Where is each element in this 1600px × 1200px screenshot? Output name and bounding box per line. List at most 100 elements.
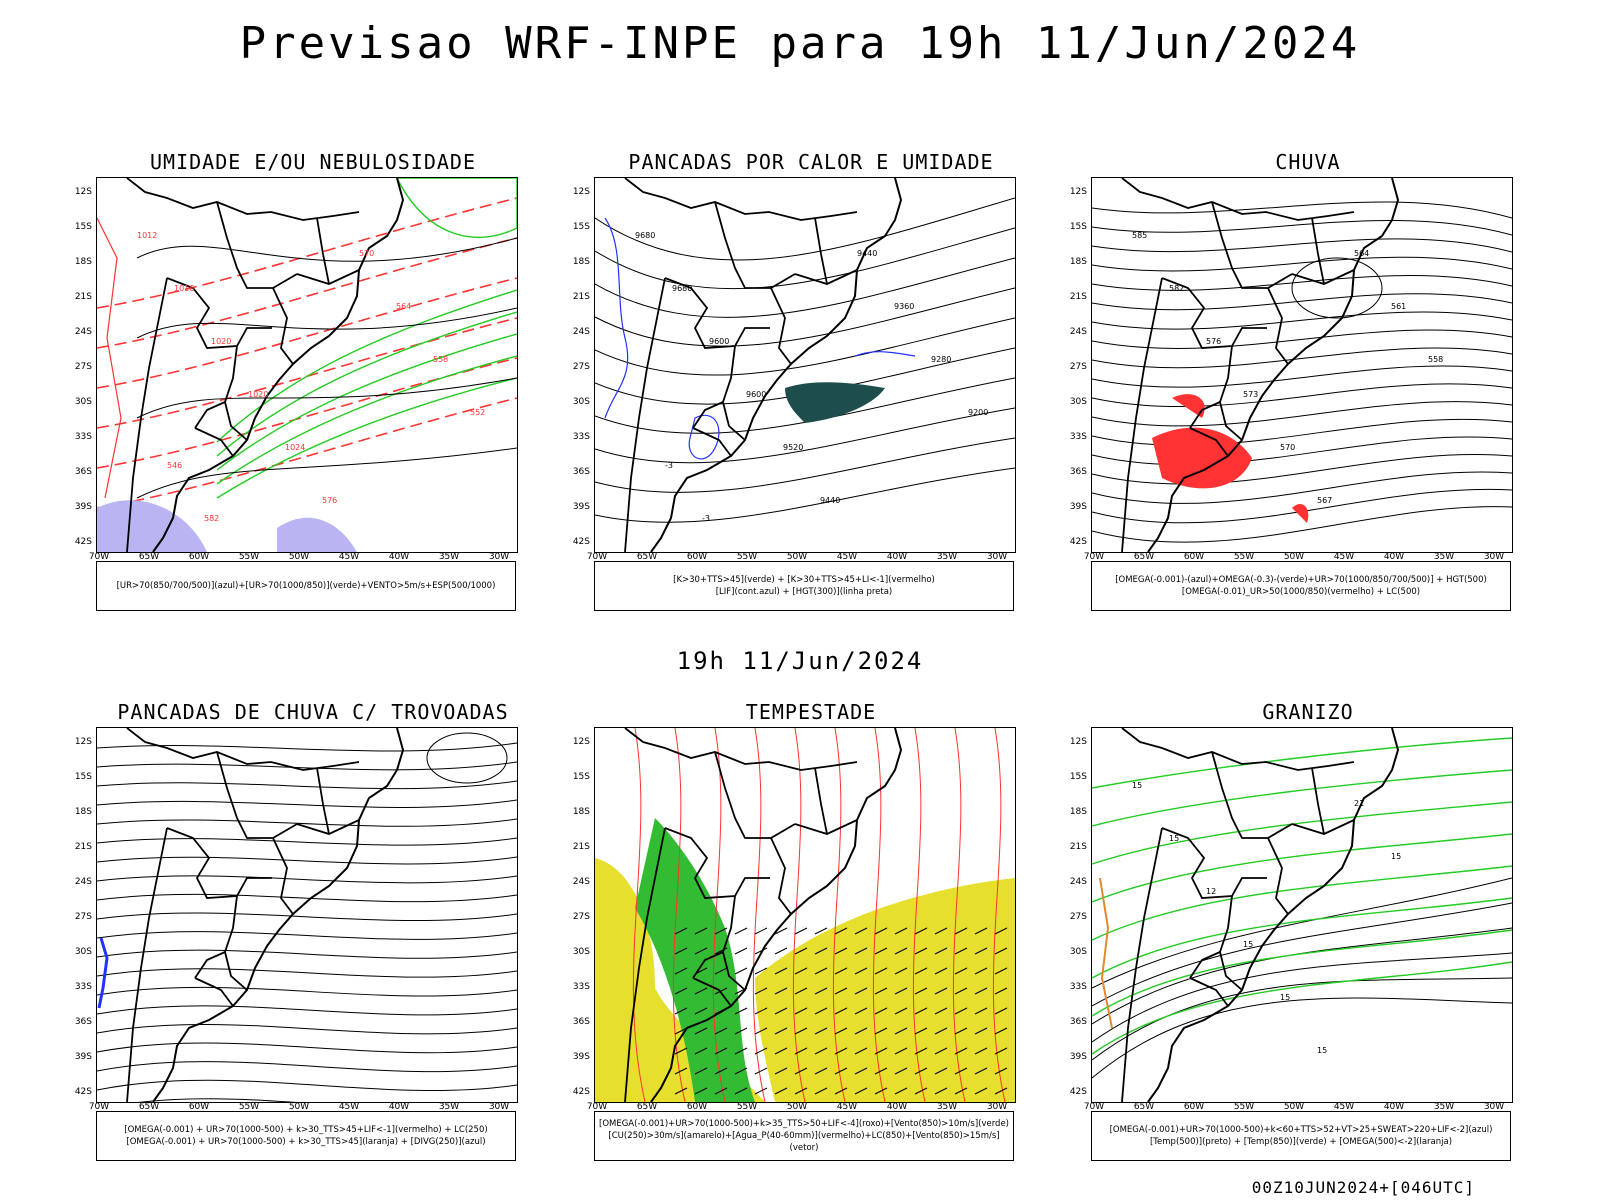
latitude-label: 33S xyxy=(572,432,590,442)
political-border xyxy=(770,287,792,365)
contour-label: 582 xyxy=(204,514,219,523)
political-border xyxy=(1267,837,1289,915)
wind-vector xyxy=(754,1087,768,1095)
streamline xyxy=(97,1005,517,1016)
streamline xyxy=(1291,257,1383,319)
longitude-label: 50W xyxy=(1283,552,1305,562)
latitude-label: 18S xyxy=(572,807,590,817)
forecast-panel-6: GRANIZO 12S 15S 18S 21S 24S 27S 30S 33S 36S 39S 42S… xyxy=(1053,700,1563,1170)
latitude-label: 42S xyxy=(74,1087,92,1097)
latitude-label: 15S xyxy=(572,772,590,782)
streamline xyxy=(1092,329,1512,349)
wind-vector xyxy=(694,1087,708,1095)
longitude-label: 70W xyxy=(1083,552,1105,562)
contour-label: 1020 xyxy=(248,390,268,399)
wind-vector xyxy=(734,1027,748,1035)
thickness-contour xyxy=(97,277,517,389)
wind-vector xyxy=(734,1087,748,1095)
political-border xyxy=(194,427,234,457)
latitude-label: 21S xyxy=(572,842,590,852)
political-border xyxy=(814,767,828,835)
wind-vector xyxy=(854,1087,868,1095)
wind-vector xyxy=(814,1067,828,1075)
isobar xyxy=(136,377,517,419)
latitude-label: 18S xyxy=(572,257,590,267)
longitude-label: 70W xyxy=(586,552,608,562)
rain-area xyxy=(1292,503,1309,523)
latitude-label: 18S xyxy=(74,807,92,817)
contour-label: 1020 xyxy=(211,337,231,346)
wind-vector xyxy=(814,1027,828,1035)
longitude-label: 45W xyxy=(836,1102,858,1112)
latitude-label: 24S xyxy=(74,877,92,887)
low-level-jet-area xyxy=(635,818,755,1102)
contour-label: 15 xyxy=(1132,781,1142,790)
wind-vector xyxy=(814,1087,828,1095)
wind-vector xyxy=(694,1047,708,1055)
latitude-label: 18S xyxy=(74,257,92,267)
latitude-label: 33S xyxy=(74,982,92,992)
contour-label: 552 xyxy=(470,408,485,417)
legend-line: [OMEGA(-0.001)-(azul)+OMEGA(-0.3)-(verde… xyxy=(1115,575,1487,585)
coastline xyxy=(152,178,405,552)
wind-vector xyxy=(954,927,968,935)
lifted-index-contour xyxy=(854,351,916,357)
latitude-label: 24S xyxy=(1069,877,1087,887)
contour-label: 15 xyxy=(1391,852,1401,861)
streamline xyxy=(97,968,517,978)
wind-vector xyxy=(994,1047,1008,1055)
streamline xyxy=(832,728,846,1102)
temperature-500-contour xyxy=(1092,997,1512,1079)
contour-label: 567 xyxy=(1317,496,1332,505)
wind-vector xyxy=(894,1027,908,1035)
longitude-label: 60W xyxy=(188,552,210,562)
wind-vector xyxy=(674,967,688,975)
contour-label: 9520 xyxy=(783,443,803,452)
wind-vector xyxy=(934,1007,948,1015)
latitude-label: 33S xyxy=(1069,982,1087,992)
contour-label: 573 xyxy=(1243,390,1258,399)
wind-vector xyxy=(874,927,888,935)
political-border xyxy=(692,401,724,429)
latitude-label: 39S xyxy=(1069,502,1087,512)
temperature-850-contour xyxy=(1092,865,1512,941)
longitude-label: 60W xyxy=(1183,552,1205,562)
wind-vector xyxy=(834,1067,848,1075)
geopotential-contour xyxy=(595,197,1015,261)
streamline xyxy=(912,728,926,1102)
contour-label: 558 xyxy=(433,355,448,364)
political-border xyxy=(1219,345,1243,441)
wind-vector xyxy=(854,927,868,935)
wind-vector xyxy=(814,987,828,995)
latitude-label: 21S xyxy=(572,292,590,302)
wind-vector xyxy=(754,1047,768,1055)
wind-vector xyxy=(674,1027,688,1035)
latitude-label: 39S xyxy=(1069,1052,1087,1062)
wind-vector xyxy=(674,927,688,935)
political-border xyxy=(1121,178,1355,221)
longitude-label: 35W xyxy=(1433,552,1455,562)
streamline xyxy=(97,986,517,997)
political-border xyxy=(166,827,272,899)
contour-label: 561 xyxy=(1391,302,1406,311)
latitude-label: 39S xyxy=(74,1052,92,1062)
longitude-label: 40W xyxy=(388,1102,410,1112)
latitude-label: 24S xyxy=(74,327,92,337)
streamline xyxy=(992,728,1006,1102)
streamline xyxy=(632,728,646,1102)
wind-vector xyxy=(674,1047,688,1055)
contour-label: 585 xyxy=(1132,231,1147,240)
wind-vector xyxy=(794,987,808,995)
latitude-label: 21S xyxy=(74,292,92,302)
political-border xyxy=(624,277,666,552)
panel-title: TEMPESTADE xyxy=(745,700,877,724)
wind-vector xyxy=(754,967,768,975)
wind-vector xyxy=(914,947,928,955)
latitude-label: 30S xyxy=(572,397,590,407)
political-border xyxy=(1267,287,1289,365)
legend-line: [OMEGA(-0.001) + UR>70(1000-500) + k>30_… xyxy=(124,1125,488,1135)
streamline xyxy=(952,728,966,1102)
wind-vector xyxy=(754,1067,768,1075)
wind-vector xyxy=(994,987,1008,995)
latitude-label: 30S xyxy=(74,947,92,957)
